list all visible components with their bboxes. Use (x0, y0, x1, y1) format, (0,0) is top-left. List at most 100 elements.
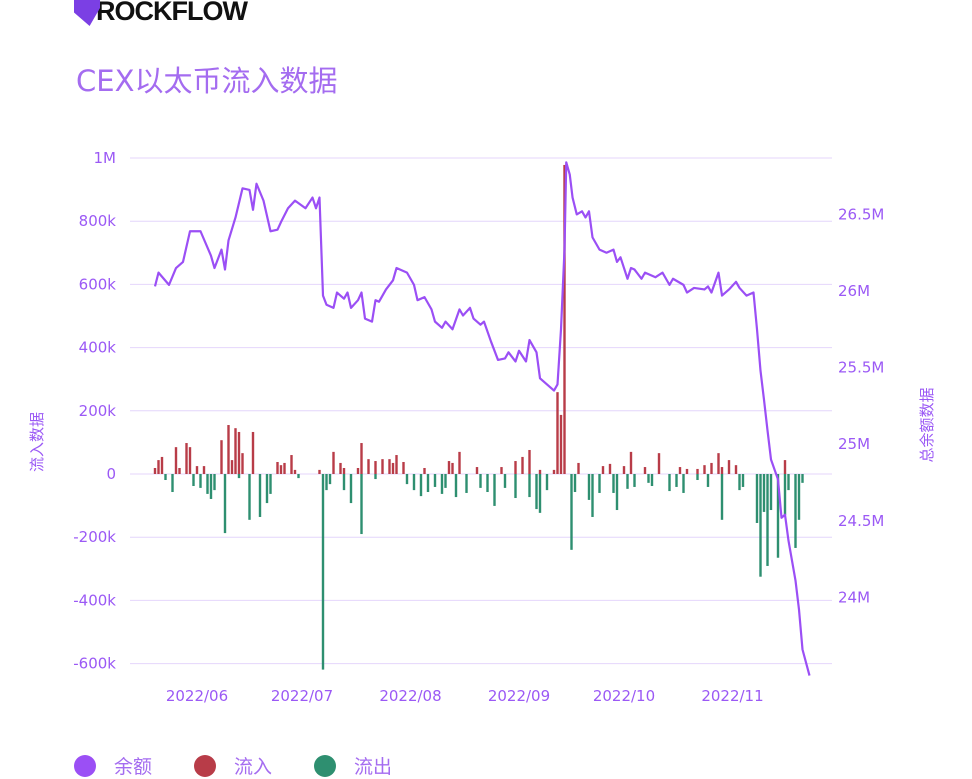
inflow-bar (601, 466, 605, 474)
inflow-bar (657, 453, 661, 474)
inflow-bar (356, 467, 360, 474)
outflow-bar (797, 474, 801, 520)
inflow-bar (202, 466, 206, 474)
inflow-bar (342, 467, 346, 474)
inflow-bar (703, 465, 706, 474)
inflow-bar (783, 460, 787, 474)
legend: 余额 流入 流出 (74, 752, 392, 779)
legend-item-outflow[interactable]: 流出 (314, 752, 392, 779)
outflow-bar (248, 474, 251, 520)
inflow-bar (157, 460, 160, 474)
outflow-bar (612, 474, 615, 493)
y-tick-label: 0 (106, 465, 116, 483)
outflow-bar (454, 474, 458, 498)
inflow-bar (710, 462, 713, 474)
inflow-bar (283, 462, 286, 474)
inflow-bar (577, 462, 580, 474)
inflow-bar (241, 453, 244, 474)
outflow-bar (209, 474, 213, 499)
inflow-bar (552, 469, 556, 474)
outflow-bar (801, 474, 804, 483)
outflow-bar (321, 474, 325, 670)
outflow-bar (419, 474, 423, 497)
outflow-bar (706, 474, 710, 487)
inflow-bar (332, 451, 335, 474)
gridlines (130, 157, 832, 665)
outflow-bar (682, 474, 685, 493)
inflow-bar (685, 468, 689, 474)
inflow-bar (402, 461, 405, 474)
x-tick-label: 2022/09 (488, 687, 550, 705)
inflow-bar (293, 469, 297, 474)
inflow-bar (160, 456, 164, 474)
legend-item-inflow[interactable]: 流入 (194, 752, 272, 779)
inflow-bar (727, 460, 731, 474)
outflow-bar (776, 474, 780, 558)
legend-label: 流入 (234, 756, 273, 778)
inflow-bar (318, 469, 321, 474)
inflow-bar (629, 451, 633, 474)
inflow-bar (447, 461, 451, 474)
outflow-bar (650, 474, 654, 487)
inflow-bar (237, 431, 241, 474)
y-tick-label: -400k (73, 591, 116, 609)
outflow-bar (440, 474, 444, 494)
outflow-bar (265, 474, 269, 504)
outflow-bar (328, 474, 332, 485)
x-tick-label: 2022/08 (379, 687, 441, 705)
inflow-bar (696, 468, 699, 474)
outflow-bar (545, 474, 549, 491)
y2-tick-label: 26M (838, 282, 870, 300)
outflow-bar (783, 474, 787, 516)
outflow-bar (741, 474, 745, 487)
inflow-bar (279, 465, 283, 474)
outflow-bar (412, 474, 416, 491)
y-tick-label: 200k (79, 402, 117, 420)
inflow-bar (458, 451, 461, 474)
outflow-bar (587, 474, 591, 500)
balance-line-group (153, 161, 811, 676)
outflow-bar (755, 474, 759, 523)
y2-tick-label: 26.5M (838, 205, 884, 223)
inflow-bar (563, 164, 566, 474)
inflow-bar (734, 465, 738, 474)
outflow-bar (647, 474, 650, 483)
y2-tick-label: 25.5M (838, 359, 884, 377)
outflow-bar (493, 474, 496, 506)
outflow-bar (360, 474, 363, 535)
outflow-bar (433, 474, 437, 487)
inflow-bar (475, 467, 479, 474)
outflow-bar (794, 474, 797, 548)
outflow-bar (426, 474, 430, 493)
outflow-bar (759, 474, 762, 577)
inflow-bar (514, 461, 517, 474)
right-axis-ticks: 26.5M 26M 25.5M 25M 24.5M 24M (838, 205, 884, 606)
inflow-bar (559, 414, 563, 474)
outflow-bar (766, 474, 769, 566)
inflow-bar (500, 467, 503, 474)
x-tick-label: 2022/06 (166, 687, 228, 705)
y-tick-label: -600k (73, 655, 116, 673)
outflow-bar (626, 474, 629, 489)
inflow-bar (720, 467, 724, 474)
inflow-bar (227, 425, 230, 474)
outflow-bar (164, 474, 167, 481)
outflow-bar (769, 474, 773, 511)
inflow-bar (178, 467, 181, 474)
x-axis-ticks: 2022/06 2022/07 2022/08 2022/09 2022/10 2022/… (166, 687, 764, 705)
inflow-bar (153, 467, 157, 474)
inflow-bar (556, 392, 559, 474)
inflow-bar (622, 466, 626, 474)
outflow-bar (206, 474, 209, 494)
inflow-bar (360, 443, 363, 474)
outflow-bar (675, 474, 678, 487)
outflow-bar (787, 474, 790, 491)
outflow-bar (573, 474, 577, 493)
y-tick-label: 800k (79, 212, 117, 230)
y2-tick-label: 25M (838, 435, 870, 453)
legend-item-balance[interactable]: 余额 (74, 752, 152, 779)
outflow-bar (570, 474, 573, 550)
outflow-bar (486, 474, 489, 493)
outflow-bar (615, 474, 619, 511)
